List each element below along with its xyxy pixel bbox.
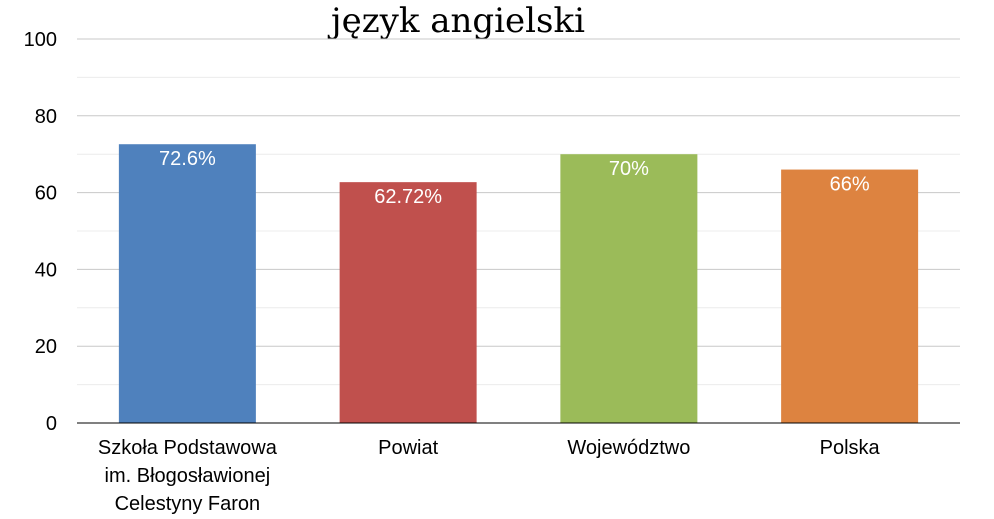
bar-value-label: 70% [609,158,649,180]
category-label: Powiat [378,437,438,459]
category-labels: Szkoła Podstawowa im. Błogosławionej Celes… [98,437,881,515]
bar [781,169,919,423]
y-tick-label: 80 [35,106,57,128]
bar-value-labels: 72.6% 62.72% 70% 66% [159,148,870,208]
y-axis-ticks: 0 20 40 60 80 100 [24,29,57,435]
category-label: Szkoła Podstawowa [98,437,278,459]
y-tick-label: 100 [24,29,57,51]
y-tick-label: 0 [46,413,57,435]
bar [118,144,256,423]
bar [560,154,698,423]
y-tick-label: 60 [35,183,57,205]
category-label: Polska [820,437,881,459]
category-label: Celestyny Faron [115,493,261,515]
chart-title: język angielski [327,1,585,41]
bar-value-label: 72.6% [159,148,216,170]
category-label: im. Błogosławionej [105,465,271,487]
y-tick-label: 20 [35,336,57,358]
bar-value-label: 62.72% [374,186,442,208]
bar [339,182,477,423]
bars [118,144,919,423]
category-label: Województwo [567,437,690,459]
bar-value-label: 66% [830,174,870,196]
y-tick-label: 40 [35,259,57,281]
